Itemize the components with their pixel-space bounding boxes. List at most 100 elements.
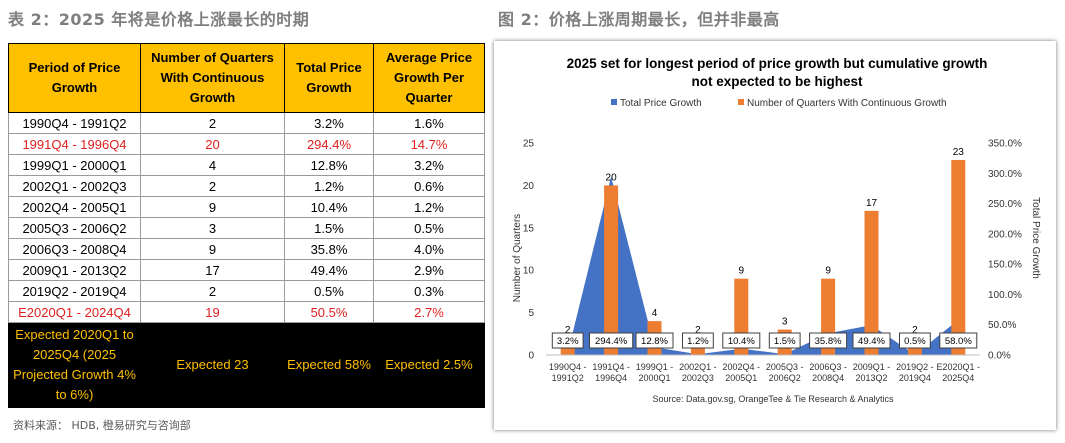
x-tick-label-line1: 1991Q4 - — [592, 362, 630, 372]
x-tick-label-line2: 2013Q2 — [855, 373, 887, 383]
expected-total: Expected 58% — [284, 322, 374, 408]
table-row: 1990Q4 - 1991Q2 2 3.2% 1.6% — [8, 112, 485, 134]
area-label-3: 12.8% — [641, 336, 668, 347]
table-row: 2002Q4 - 2005Q1 9 10.4% 1.2% — [8, 196, 485, 218]
table-header-row: Period of Price Growth Number of Quarter… — [8, 43, 485, 113]
cell-quarters: 2 — [140, 175, 285, 197]
y2-tick-label: 200.0% — [988, 229, 1022, 240]
cell-average-growth: 14.7% — [373, 133, 485, 155]
cell-average-growth: 1.2% — [373, 196, 485, 218]
bar-quarters-8 — [864, 210, 879, 355]
area-label-7: 35.8% — [815, 336, 842, 347]
y2-tick-label: 350.0% — [988, 139, 1022, 150]
price-growth-table: Period of Price Growth Number of Quarter… — [8, 43, 485, 408]
y-axis-title: Number of Quarters — [512, 214, 523, 302]
area-label-box-3 — [635, 332, 674, 349]
table-row: 2006Q3 - 2008Q4 9 35.8% 4.0% — [8, 238, 485, 260]
x-tick-label-line2: 2000Q1 — [638, 373, 670, 383]
area-label-box-1 — [551, 332, 584, 349]
area-label-box-6 — [768, 332, 801, 349]
cell-period: 2009Q1 - 2013Q2 — [8, 259, 141, 281]
table-row: 1999Q1 - 2000Q1 4 12.8% 3.2% — [8, 154, 485, 176]
y2-tick-label: 0.0% — [988, 351, 1011, 362]
area-label-6: 1.5% — [774, 336, 796, 347]
table-row: 1991Q4 - 1996Q4 20 294.4% 14.7% — [8, 133, 485, 155]
area-label-2: 294.4% — [595, 336, 628, 347]
cell-quarters: 17 — [140, 259, 285, 281]
cell-total-growth: 1.5% — [284, 217, 374, 239]
y2-tick-label: 100.0% — [988, 290, 1022, 301]
x-tick-label-line1: 1990Q4 - — [549, 362, 587, 372]
y2-tick-label: 300.0% — [988, 169, 1022, 180]
cell-quarters: 2 — [140, 280, 285, 302]
cell-total-growth: 12.8% — [284, 154, 374, 176]
y-tick-label: 0 — [528, 351, 534, 362]
bar-label-9: 2 — [912, 325, 918, 336]
expected-period: Expected 2020Q1 to 2025Q4 (2025 Projecte… — [8, 322, 141, 408]
cell-period: 1990Q4 - 1991Q2 — [8, 112, 141, 134]
chart-title-line-2: not expected to be highest — [691, 74, 863, 89]
x-tick-label-line2: 2002Q3 — [682, 373, 714, 383]
cell-period: 2006Q3 - 2008Q4 — [8, 238, 141, 260]
y2-axis-title: Total Price Growth — [1030, 197, 1041, 279]
area-label-box-10 — [939, 332, 978, 349]
col-header-total: Total Price Growth — [284, 43, 374, 113]
area-label-4: 1.2% — [687, 336, 709, 347]
col-header-period: Period of Price Growth — [8, 43, 141, 113]
bar-label-5: 9 — [739, 266, 745, 277]
cell-total-growth: 1.2% — [284, 175, 374, 197]
bar-label-4: 2 — [695, 325, 701, 336]
area-label-box-7 — [809, 332, 848, 349]
cell-average-growth: 2.9% — [373, 259, 485, 281]
cell-average-growth: 4.0% — [373, 238, 485, 260]
cell-period: 2002Q4 - 2005Q1 — [8, 196, 141, 218]
bar-label-7: 9 — [825, 266, 831, 277]
area-label-1: 3.2% — [557, 336, 579, 347]
cell-total-growth: 10.4% — [284, 196, 374, 218]
cell-period: 2005Q3 - 2006Q2 — [8, 217, 141, 239]
bar-label-1: 2 — [565, 325, 571, 336]
area-label-box-2 — [589, 332, 634, 349]
table-row: 2019Q2 - 2019Q4 2 0.5% 0.3% — [8, 280, 485, 302]
bar-quarters-2 — [604, 185, 619, 355]
y2-tick-label: 250.0% — [988, 199, 1022, 210]
cell-average-growth: 3.2% — [373, 154, 485, 176]
cell-period: 1991Q4 - 1996Q4 — [8, 133, 141, 155]
area-label-box-9 — [899, 332, 931, 349]
x-tick-label-line2: 2019Q4 — [899, 373, 931, 383]
area-label-5: 10.4% — [728, 336, 755, 347]
legend-swatch-quarters — [738, 99, 744, 105]
bar-label-6: 3 — [782, 317, 788, 328]
area-label-8: 49.4% — [858, 336, 885, 347]
x-tick-label-line1: 2005Q3 - — [766, 362, 804, 372]
col-header-average: Average Price Growth Per Quarter — [373, 43, 485, 113]
area-total-price-growth — [567, 176, 959, 355]
cell-quarters: 20 — [140, 133, 285, 155]
cell-total-growth: 49.4% — [284, 259, 374, 281]
combo-chart: 2025 set for longest period of price gro… — [512, 56, 1041, 404]
cell-average-growth: 0.3% — [373, 280, 485, 302]
cell-period: 1999Q1 - 2000Q1 — [8, 154, 141, 176]
x-tick-label-line1: 1999Q1 - — [636, 362, 674, 372]
y-tick-label: 25 — [523, 139, 535, 150]
cell-quarters: 4 — [140, 154, 285, 176]
area-label-9: 0.5% — [904, 336, 926, 347]
chart-heading: 图 2：价格上涨周期最长，但并非最高 — [498, 10, 780, 29]
cell-quarters: 9 — [140, 196, 285, 218]
x-tick-label-line1: 2006Q3 - — [809, 362, 847, 372]
chart-panel: 2025 set for longest period of price gro… — [494, 41, 1056, 430]
y-tick-label: 10 — [523, 266, 535, 277]
table-source-note: 资料来源： HDB, 橙易研究与咨询部 — [13, 419, 191, 432]
cell-period: E2020Q1 - 2024Q4 — [8, 301, 141, 323]
bar-label-3: 4 — [652, 308, 658, 319]
x-tick-label-line2: 2008Q4 — [812, 373, 844, 383]
table-row: E2020Q1 - 2024Q4 19 50.5% 2.7% — [8, 301, 485, 323]
expected-quarters: Expected 23 — [140, 322, 285, 408]
chart-title-line-1: 2025 set for longest period of price gro… — [567, 56, 988, 71]
bar-label-8: 17 — [866, 198, 878, 209]
cell-average-growth: 2.7% — [373, 301, 485, 323]
y-tick-label: 20 — [523, 181, 535, 192]
x-tick-label-line2: 1991Q2 — [552, 373, 584, 383]
x-tick-label-line2: 2005Q1 — [725, 373, 757, 383]
x-tick-label-line1: 2019Q2 - — [896, 362, 934, 372]
